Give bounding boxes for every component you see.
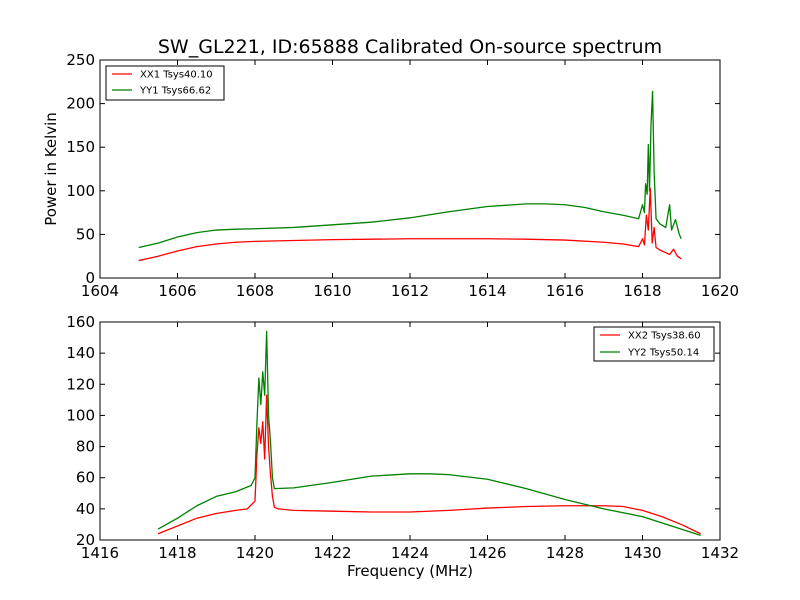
- bottom-y-tick-label: 20: [76, 531, 95, 549]
- top-y-tick-label: 50: [76, 225, 95, 243]
- bottom-plot-frame: [99, 321, 721, 541]
- bottom-y-tick-label: 100: [66, 406, 95, 424]
- top-legend-box: [105, 65, 225, 101]
- bottom-x-axis-label: Frequency (MHz): [347, 562, 473, 580]
- bottom-x-tick-label: 1422: [313, 544, 351, 562]
- top-x-tick-label: 1614: [468, 282, 506, 300]
- legend-label-yy2: YY2 Tsys50.14: [627, 348, 699, 359]
- bottom-legend-box: [593, 326, 715, 362]
- top-x-tick-label: 1610: [313, 282, 351, 300]
- top-series-line-xx: [138, 187, 682, 262]
- top-y-tick-label: 200: [66, 95, 95, 113]
- bottom-series-line-xx: [157, 394, 701, 535]
- bottom-x-tick-label: 1428: [546, 544, 584, 562]
- bottom-spectrum-panel: 1416 1418 1420 1422 1424 1426 1428 1430 1432 20 40…: [66, 313, 739, 580]
- figure-title: SW_GL221, ID:65888 Calibrated On-source …: [158, 36, 662, 58]
- top-y-tick-label: 150: [66, 138, 95, 156]
- top-series-layer: [138, 90, 682, 262]
- top-y-tick-label: 100: [66, 182, 95, 200]
- top-axis-ticks: 1604 1606 1608 1610 1612 1614 1616 1618 1620 0 50 1…: [66, 51, 739, 300]
- top-y-tick-label: 0: [85, 269, 95, 287]
- bottom-x-tick-label: 1416: [81, 544, 119, 562]
- bottom-x-tick-label: 1432: [701, 544, 739, 562]
- top-x-tick-label: 1618: [623, 282, 661, 300]
- bottom-y-tick-label: 40: [76, 500, 95, 518]
- top-y-tick-label: 250: [66, 51, 95, 69]
- top-x-tick-label: 1608: [236, 282, 274, 300]
- top-x-tick-label: 1604: [81, 282, 119, 300]
- bottom-y-tick-label: 80: [76, 438, 95, 456]
- bottom-legend: XX2 Tsys38.60 YY2 Tsys50.14: [593, 326, 715, 362]
- top-x-tick-label: 1612: [391, 282, 429, 300]
- bottom-y-tick-label: 140: [66, 344, 95, 362]
- legend-label-xx1: XX1 Tsys40.10: [140, 70, 213, 81]
- top-x-tick-label: 1616: [546, 282, 584, 300]
- bottom-y-tick-label: 160: [66, 313, 95, 331]
- bottom-x-tick-label: 1418: [158, 544, 196, 562]
- bottom-x-tick-label: 1424: [391, 544, 429, 562]
- top-y-axis-label: Power in Kelvin: [42, 112, 60, 226]
- top-plot-frame: [99, 59, 721, 279]
- top-x-tick-label: 1606: [158, 282, 196, 300]
- bottom-x-tick-label: 1426: [468, 544, 506, 562]
- bottom-x-tick-label: 1430: [623, 544, 661, 562]
- top-legend: XX1 Tsys40.10 YY1 Tsys66.62: [105, 65, 225, 101]
- legend-label-yy1: YY1 Tsys66.62: [139, 86, 211, 97]
- top-series-line-yy: [138, 90, 682, 249]
- top-spectrum-panel: 1604 1606 1608 1610 1612 1614 1616 1618 1620 0 50 1…: [42, 51, 739, 300]
- bottom-y-tick-label: 60: [76, 469, 95, 487]
- top-x-tick-label: 1620: [701, 282, 739, 300]
- bottom-series-layer: [157, 330, 701, 536]
- bottom-y-tick-label: 120: [66, 375, 95, 393]
- bottom-series-line-yy: [157, 330, 701, 536]
- bottom-x-tick-label: 1420: [236, 544, 274, 562]
- legend-label-xx2: XX2 Tsys38.60: [628, 331, 701, 342]
- bottom-axis-ticks: 1416 1418 1420 1422 1424 1426 1428 1430 1432 20 40…: [66, 313, 739, 562]
